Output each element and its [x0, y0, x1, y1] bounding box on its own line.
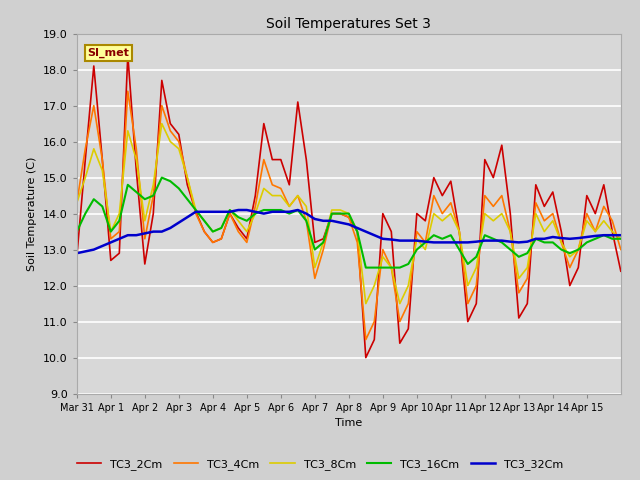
TC3_4Cm	[311, 276, 319, 281]
TC3_16Cm	[209, 228, 216, 234]
TC3_2Cm	[371, 336, 378, 342]
TC3_8Cm	[243, 228, 251, 234]
TC3_4Cm	[600, 204, 607, 209]
TC3_2Cm	[209, 240, 216, 245]
TC3_32Cm	[617, 232, 625, 238]
Line: TC3_32Cm: TC3_32Cm	[77, 210, 621, 253]
TC3_16Cm	[600, 232, 607, 238]
TC3_32Cm	[200, 209, 208, 215]
TC3_2Cm	[557, 228, 565, 234]
TC3_16Cm	[617, 236, 625, 241]
TC3_16Cm	[557, 247, 565, 252]
Y-axis label: Soil Temperature (C): Soil Temperature (C)	[28, 156, 38, 271]
TC3_4Cm	[209, 240, 216, 245]
TC3_2Cm	[243, 236, 251, 241]
TC3_16Cm	[362, 264, 370, 270]
Text: SI_met: SI_met	[88, 48, 129, 58]
Line: TC3_8Cm: TC3_8Cm	[77, 123, 621, 303]
TC3_2Cm	[600, 182, 607, 188]
TC3_8Cm	[600, 218, 607, 224]
TC3_8Cm	[73, 200, 81, 205]
TC3_16Cm	[158, 175, 166, 180]
TC3_32Cm	[243, 207, 251, 213]
TC3_2Cm	[617, 268, 625, 274]
TC3_8Cm	[362, 300, 370, 306]
X-axis label: Time: Time	[335, 418, 362, 428]
Legend: TC3_2Cm, TC3_4Cm, TC3_8Cm, TC3_16Cm, TC3_32Cm: TC3_2Cm, TC3_4Cm, TC3_8Cm, TC3_16Cm, TC3…	[72, 455, 568, 474]
TC3_8Cm	[371, 283, 378, 288]
TC3_4Cm	[557, 240, 565, 245]
TC3_32Cm	[234, 207, 242, 213]
TC3_8Cm	[557, 240, 565, 245]
Line: TC3_16Cm: TC3_16Cm	[77, 178, 621, 267]
Title: Soil Temperatures Set 3: Soil Temperatures Set 3	[266, 17, 431, 31]
TC3_16Cm	[371, 264, 378, 270]
TC3_4Cm	[371, 319, 378, 324]
TC3_16Cm	[311, 247, 319, 252]
TC3_2Cm	[73, 254, 81, 260]
TC3_32Cm	[549, 234, 557, 240]
Line: TC3_4Cm: TC3_4Cm	[77, 91, 621, 339]
TC3_32Cm	[362, 228, 370, 234]
TC3_2Cm	[311, 240, 319, 245]
TC3_32Cm	[600, 232, 607, 238]
TC3_32Cm	[311, 216, 319, 222]
TC3_4Cm	[73, 200, 81, 205]
TC3_8Cm	[158, 120, 166, 126]
TC3_2Cm	[362, 355, 370, 360]
TC3_4Cm	[124, 88, 132, 94]
Line: TC3_2Cm: TC3_2Cm	[77, 55, 621, 358]
TC3_16Cm	[243, 218, 251, 224]
TC3_8Cm	[617, 236, 625, 241]
TC3_16Cm	[73, 228, 81, 234]
TC3_4Cm	[617, 247, 625, 252]
TC3_32Cm	[73, 250, 81, 256]
TC3_2Cm	[124, 52, 132, 58]
TC3_4Cm	[362, 336, 370, 342]
TC3_8Cm	[311, 264, 319, 270]
TC3_4Cm	[243, 240, 251, 245]
TC3_8Cm	[209, 228, 216, 234]
